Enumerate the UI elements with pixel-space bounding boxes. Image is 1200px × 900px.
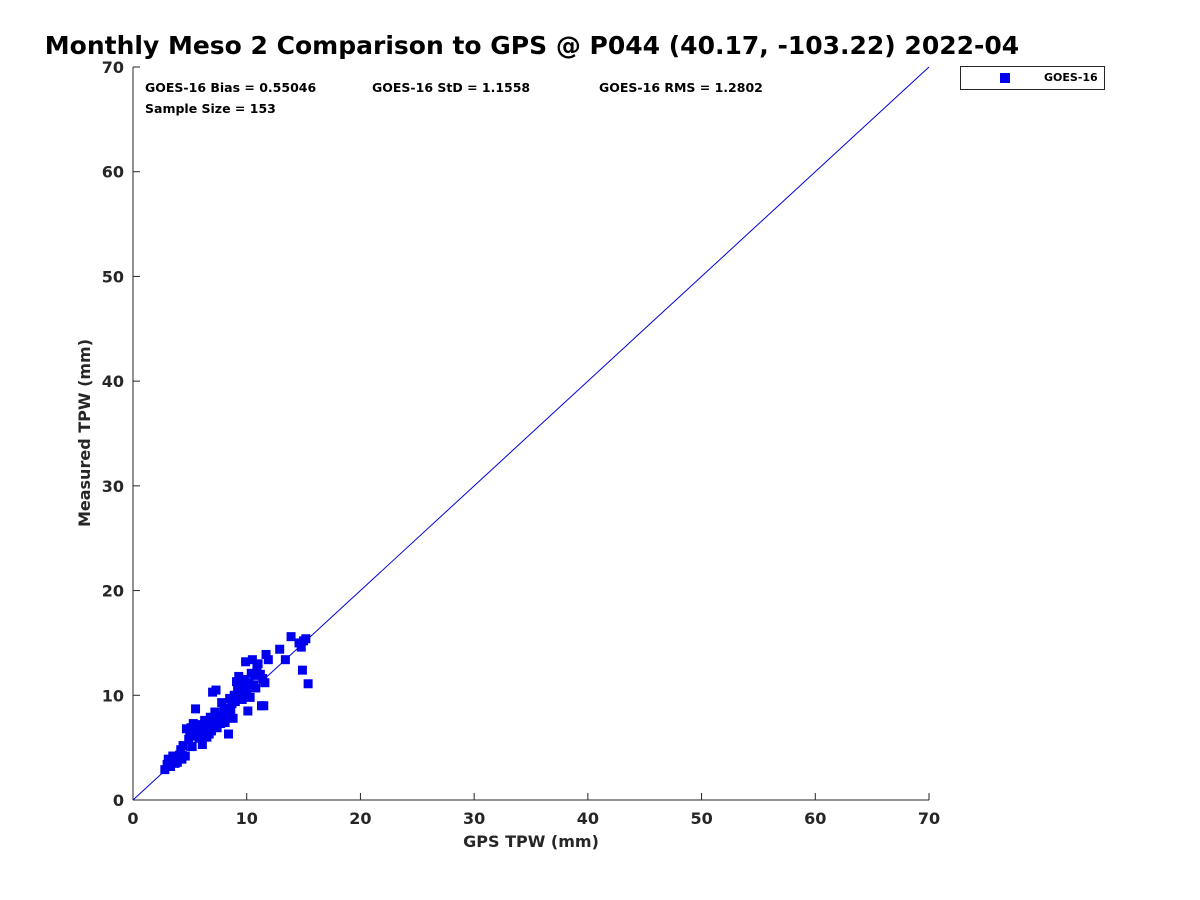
data-point [261,649,271,659]
data-point [275,644,285,654]
data-point [280,655,290,665]
x-tick-label: 30 [463,809,485,828]
x-ticks: 0 10 20 30 40 50 60 70 [127,793,940,828]
data-point [219,703,229,713]
data-point [211,685,221,695]
data-point [301,634,311,644]
y-tick-label: 30 [102,477,124,496]
legend: GOES-16 [960,66,1105,90]
data-point [286,632,296,642]
stat-rms: GOES-16 RMS = 1.2802 [599,80,763,95]
data-point [194,733,204,743]
y-tick-label: 70 [102,58,124,77]
x-tick-label: 40 [577,809,599,828]
data-point [188,719,198,729]
stat-bias: GOES-16 Bias = 0.55046 [145,80,316,95]
x-tick-label: 70 [918,809,940,828]
data-point [243,706,253,716]
legend-marker-square [1000,73,1010,83]
y-tick-label: 60 [102,163,124,182]
x-axis-label: GPS TPW (mm) [463,832,599,851]
stat-std: GOES-16 StD = 1.1558 [372,80,530,95]
data-point [225,693,235,703]
data-point [226,706,236,716]
x-tick-label: 60 [804,809,826,828]
data-point [184,734,194,744]
data-point [217,698,227,708]
data-point [263,655,273,665]
data-point [160,765,170,775]
data-point [196,722,206,732]
x-tick-label: 20 [349,809,371,828]
data-point [166,761,176,771]
data-point [253,659,263,669]
data-point [296,642,306,652]
x-tick-label: 10 [236,809,258,828]
data-point [224,729,234,739]
data-point [231,677,241,687]
y-axis-label: Measured TPW (mm) [75,339,94,527]
legend-entry-goes16: GOES-16 [1044,71,1098,84]
data-point [191,704,201,714]
data-point [220,718,230,728]
data-point [205,712,215,722]
data-point [187,742,197,752]
data-point [303,679,313,689]
data-point [189,731,199,741]
data-point [197,740,207,750]
y-tick-label: 10 [102,686,124,705]
y-tick-label: 50 [102,267,124,286]
data-point [250,670,260,680]
data-point [260,678,270,688]
x-tick-label: 0 [127,809,138,828]
data-point [235,688,245,698]
data-point [230,697,240,707]
data-point [244,678,254,688]
data-point [206,726,216,736]
chart-title: Monthly Meso 2 Comparison to GPS @ P044 … [45,31,1019,60]
data-point [178,741,188,751]
data-point [203,718,213,728]
y-tick-label: 40 [102,372,124,391]
y-tick-label: 20 [102,582,124,601]
data-point [251,683,261,693]
data-point [247,655,257,665]
data-point [239,675,249,685]
data-point [234,671,244,681]
scatter-points [160,632,313,775]
stat-sample-size: Sample Size = 153 [145,101,276,116]
data-point [241,657,251,667]
data-point [237,694,247,704]
data-point [259,701,269,711]
data-point [228,713,238,723]
data-point [180,751,190,761]
legend-box [960,66,1105,90]
data-point [201,724,211,734]
data-point [229,690,239,700]
y-ticks: 0 10 20 30 40 50 60 70 [102,58,140,810]
data-point [185,728,195,738]
data-point [172,757,182,767]
data-point [245,692,255,702]
x-tick-label: 50 [690,809,712,828]
data-point [222,712,232,722]
data-point [210,707,220,717]
data-point [242,686,252,696]
data-point [297,665,307,675]
y-tick-label: 0 [113,791,124,810]
data-point [216,719,226,729]
